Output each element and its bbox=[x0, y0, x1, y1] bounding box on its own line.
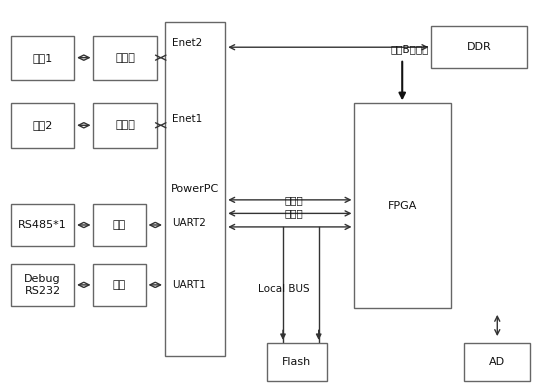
Text: 变压器: 变压器 bbox=[115, 120, 135, 131]
Bar bbox=[93, 36, 157, 80]
Text: Local BUS: Local BUS bbox=[258, 284, 310, 294]
Bar bbox=[266, 343, 327, 381]
Text: FPGA: FPGA bbox=[388, 201, 417, 211]
Text: 信号线: 信号线 bbox=[285, 209, 304, 218]
Text: Flash: Flash bbox=[282, 357, 311, 367]
Bar bbox=[93, 204, 145, 246]
Text: 光口1: 光口1 bbox=[33, 53, 53, 63]
Text: Enet1: Enet1 bbox=[172, 114, 202, 124]
Bar bbox=[93, 103, 157, 148]
Text: AD: AD bbox=[489, 357, 506, 367]
Bar bbox=[11, 204, 74, 246]
Bar bbox=[11, 103, 74, 148]
Text: UART1: UART1 bbox=[172, 280, 206, 290]
Text: 光纤B码输入: 光纤B码输入 bbox=[390, 44, 428, 54]
Text: 光口2: 光口2 bbox=[32, 120, 53, 131]
Text: UART2: UART2 bbox=[172, 218, 206, 228]
Bar bbox=[165, 22, 225, 356]
Text: RS485*1: RS485*1 bbox=[18, 220, 67, 230]
Bar bbox=[11, 264, 74, 306]
Text: 隔离: 隔离 bbox=[113, 280, 126, 290]
Text: 变压器: 变压器 bbox=[115, 53, 135, 63]
Text: 信号线: 信号线 bbox=[285, 195, 304, 205]
Bar bbox=[465, 343, 530, 381]
Text: Enet2: Enet2 bbox=[172, 38, 202, 48]
Bar bbox=[431, 26, 527, 69]
Text: DDR: DDR bbox=[467, 42, 492, 52]
Bar bbox=[11, 36, 74, 80]
Text: 隔离: 隔离 bbox=[113, 220, 126, 230]
Bar bbox=[355, 103, 451, 308]
Bar bbox=[93, 264, 145, 306]
Text: Debug
RS232: Debug RS232 bbox=[24, 274, 61, 296]
Text: PowerPC: PowerPC bbox=[171, 184, 219, 194]
